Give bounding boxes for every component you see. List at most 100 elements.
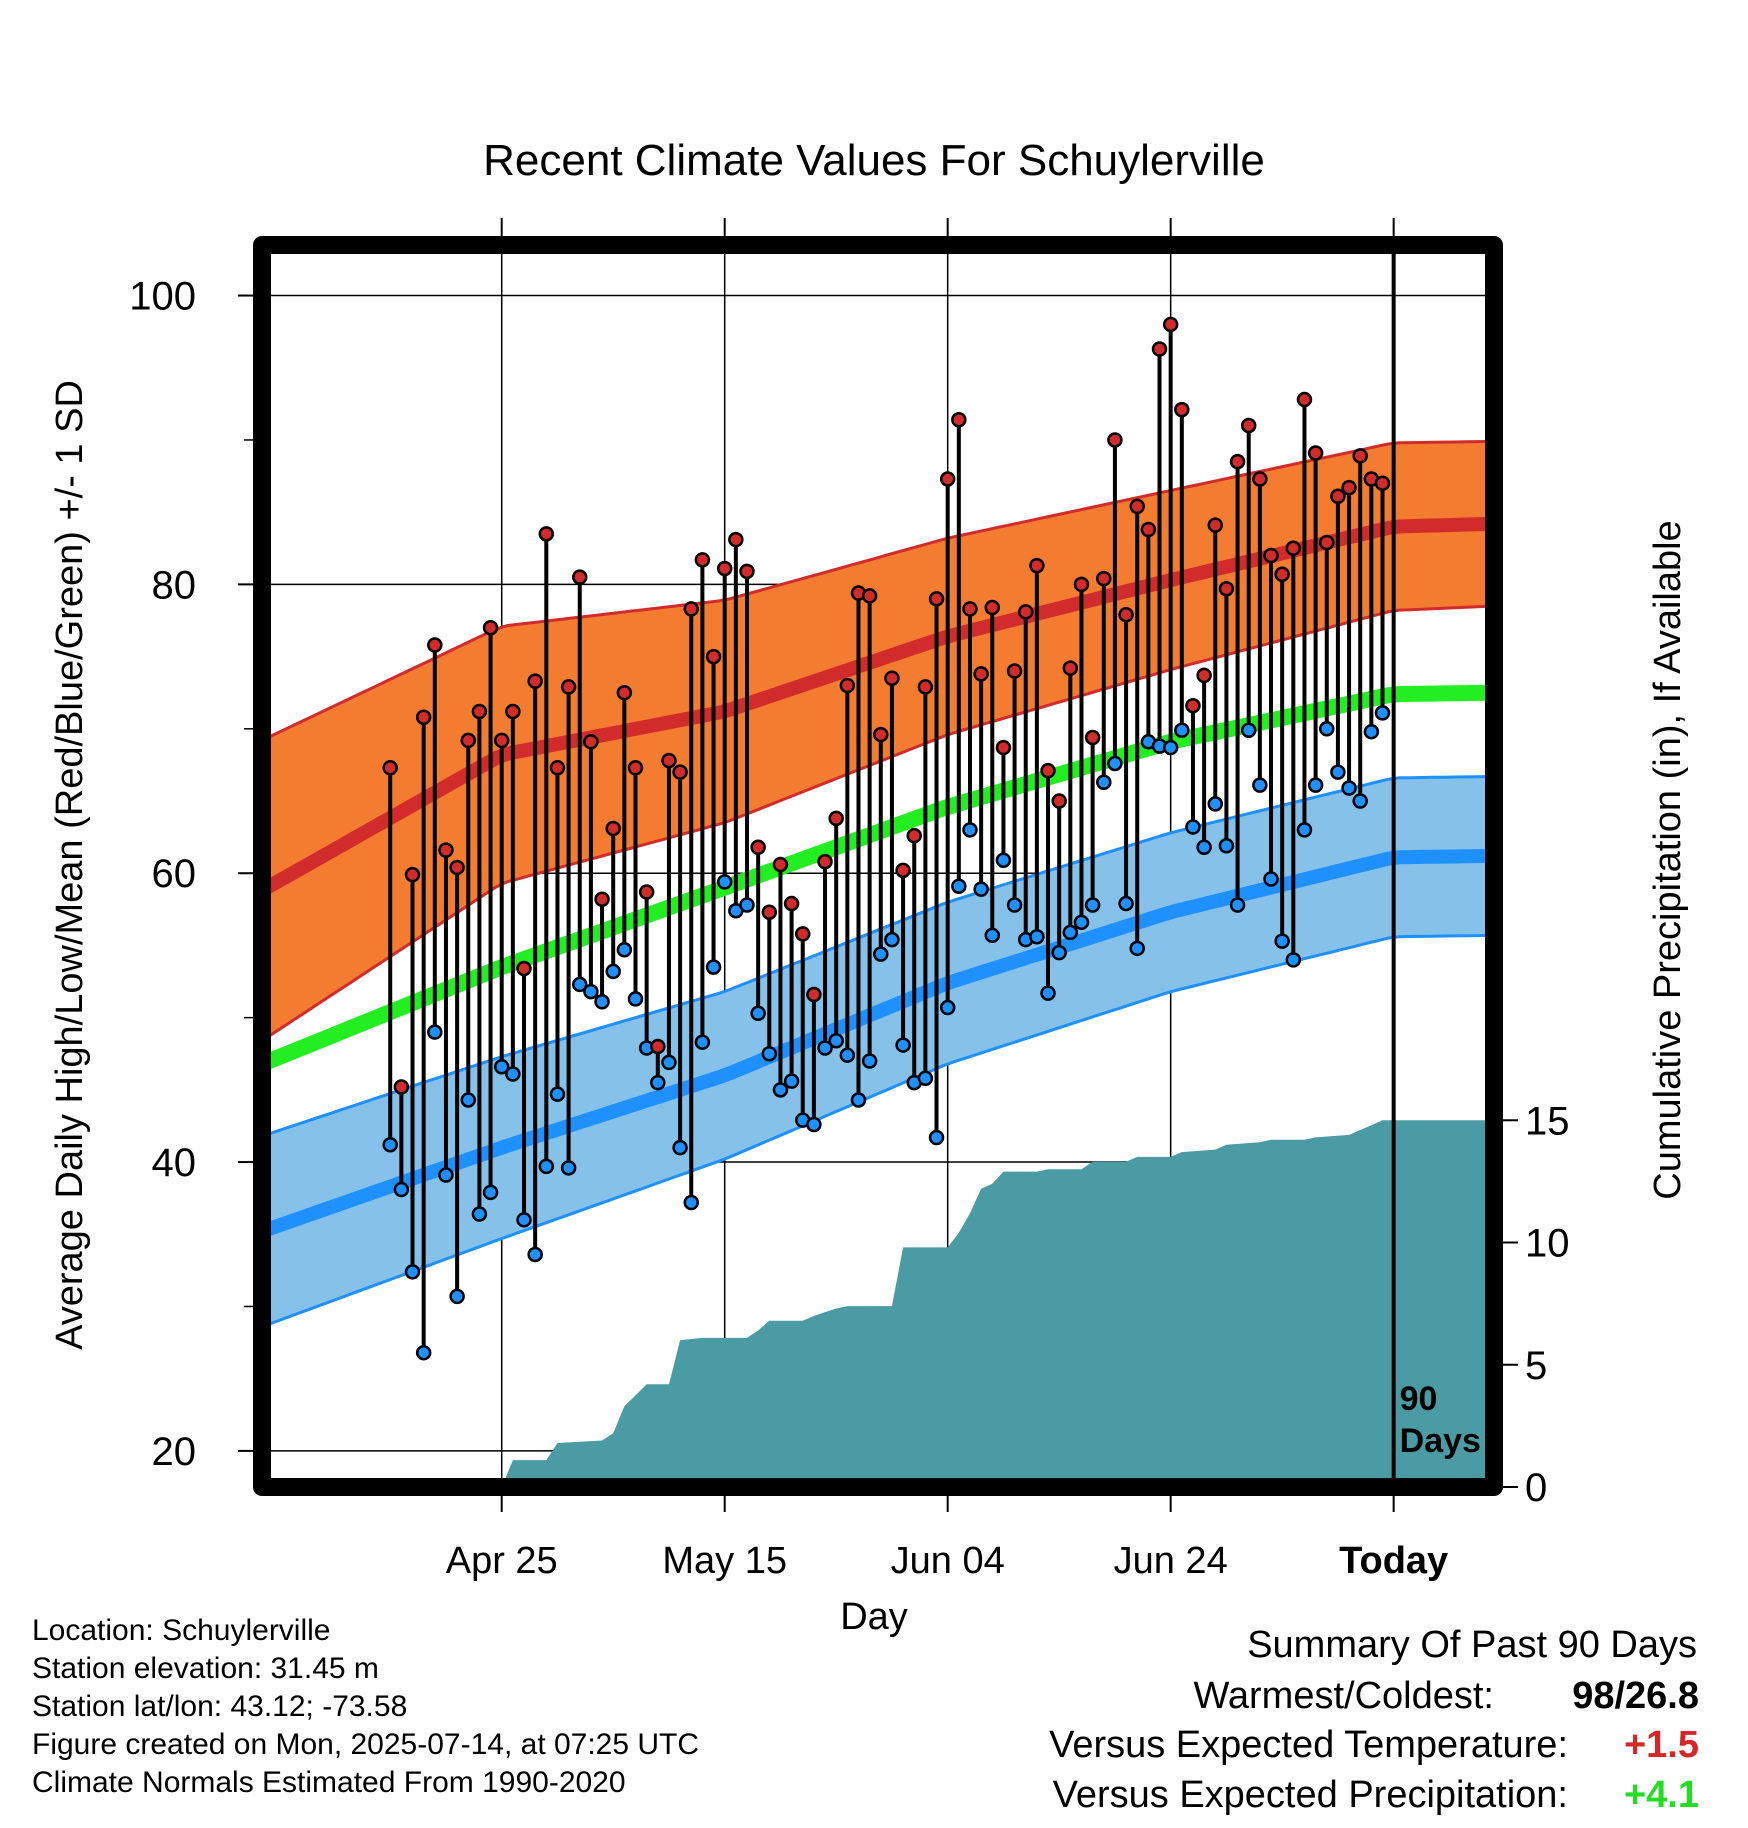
low-point bbox=[1185, 819, 1201, 835]
high-point bbox=[1006, 663, 1023, 679]
high-point bbox=[527, 673, 543, 689]
low-point bbox=[739, 897, 755, 913]
high-point bbox=[962, 601, 978, 617]
high-point bbox=[1017, 604, 1034, 620]
low-point bbox=[583, 983, 599, 1000]
high-point bbox=[1096, 570, 1112, 587]
low-point bbox=[873, 946, 889, 962]
high-point bbox=[393, 1079, 410, 1095]
high-point bbox=[493, 732, 510, 749]
low-point bbox=[884, 931, 900, 948]
high-point bbox=[672, 764, 688, 780]
low-point bbox=[973, 881, 989, 897]
low-point bbox=[1162, 739, 1179, 756]
high-point bbox=[1051, 793, 1067, 809]
low-point bbox=[516, 1212, 532, 1228]
high-point bbox=[438, 842, 454, 858]
high-point bbox=[1062, 660, 1079, 676]
low-point bbox=[716, 874, 733, 890]
high-point bbox=[1263, 547, 1279, 564]
warm-cold-label: Warmest/Coldest: bbox=[1193, 1675, 1494, 1717]
y-tick-label: 20 bbox=[152, 1430, 197, 1474]
high-point bbox=[772, 856, 789, 873]
high-point bbox=[1174, 401, 1190, 418]
low-point bbox=[683, 1194, 699, 1211]
high-point bbox=[627, 760, 644, 776]
low-point bbox=[1363, 723, 1380, 740]
high-point bbox=[1352, 448, 1368, 464]
low-point bbox=[895, 1037, 911, 1053]
high-point bbox=[906, 827, 922, 844]
low-point bbox=[951, 878, 967, 894]
low-point bbox=[438, 1167, 454, 1183]
high-point bbox=[694, 552, 711, 568]
high-point bbox=[1029, 557, 1045, 574]
high-point bbox=[538, 526, 555, 542]
high-point bbox=[873, 726, 889, 743]
precip-anomaly-value: +4.1 bbox=[1623, 1774, 1699, 1816]
y2-tick-label: 15 bbox=[1525, 1099, 1570, 1143]
high-point bbox=[1107, 432, 1123, 448]
y2-tick-label: 10 bbox=[1525, 1222, 1570, 1266]
high-point bbox=[951, 411, 967, 428]
high-point bbox=[583, 734, 599, 750]
high-point bbox=[482, 619, 499, 636]
temp-anomaly-value: +1.5 bbox=[1623, 1724, 1699, 1766]
high-point bbox=[728, 531, 744, 548]
low-point bbox=[415, 1344, 432, 1361]
daily-observations: 90 Days bbox=[382, 245, 1481, 1487]
high-point bbox=[638, 884, 655, 900]
low-point bbox=[493, 1058, 510, 1075]
low-point bbox=[449, 1288, 465, 1305]
warm-cold-value: 98/26.8 bbox=[1572, 1675, 1699, 1717]
high-point bbox=[995, 739, 1012, 756]
y-tick-label: 40 bbox=[152, 1141, 197, 1185]
high-point bbox=[1296, 391, 1313, 408]
high-point bbox=[839, 677, 856, 694]
today-label-count: 90 bbox=[1400, 1380, 1438, 1418]
y2-axis-label: Cumulative Precipitation (in), If Availa… bbox=[1647, 520, 1689, 1199]
low-point bbox=[460, 1092, 477, 1108]
x-tick-label: May 15 bbox=[662, 1540, 787, 1582]
high-point bbox=[1229, 453, 1246, 470]
low-point bbox=[1207, 796, 1224, 812]
low-point bbox=[861, 1053, 878, 1069]
low-point bbox=[616, 942, 633, 958]
plot-frame bbox=[253, 236, 1503, 1496]
high-point bbox=[1240, 417, 1257, 434]
created-text: Figure created on Mon, 2025-07-14, at 07… bbox=[32, 1728, 700, 1761]
high-point bbox=[605, 820, 621, 837]
high-point bbox=[1274, 566, 1290, 583]
high-point bbox=[1330, 488, 1346, 505]
low-point bbox=[572, 976, 588, 993]
high-point bbox=[1084, 729, 1101, 746]
y-tick-label: 80 bbox=[152, 563, 197, 607]
low-point bbox=[404, 1264, 421, 1280]
low-point bbox=[1218, 838, 1235, 854]
low-point bbox=[482, 1184, 499, 1201]
low-point bbox=[705, 959, 722, 975]
high-point bbox=[683, 601, 699, 617]
low-point bbox=[1084, 897, 1101, 913]
y2-tick-label: 0 bbox=[1525, 1466, 1547, 1510]
high-point bbox=[560, 679, 577, 695]
low-point bbox=[661, 1054, 677, 1071]
low-point bbox=[527, 1246, 543, 1263]
low-point bbox=[560, 1160, 577, 1176]
high-point bbox=[650, 1038, 666, 1055]
high-point bbox=[1162, 316, 1179, 333]
low-point bbox=[1118, 895, 1134, 912]
x-axis-label: Day bbox=[840, 1596, 908, 1638]
precipitation-area bbox=[501, 1120, 1494, 1487]
plot-border bbox=[253, 236, 1503, 1496]
high-point bbox=[1207, 517, 1224, 533]
low-point bbox=[772, 1082, 789, 1098]
normals-text: Climate Normals Estimated From 1990-2020 bbox=[32, 1766, 626, 1799]
high-point bbox=[449, 859, 465, 876]
x-tick-label: Jun 04 bbox=[891, 1540, 1005, 1582]
low-point bbox=[1285, 952, 1302, 968]
high-point bbox=[616, 684, 633, 701]
temp-anomaly-label: Versus Expected Temperature: bbox=[1049, 1724, 1568, 1766]
high-point bbox=[661, 752, 677, 769]
location-text: Location: Schuylerville bbox=[32, 1614, 331, 1647]
